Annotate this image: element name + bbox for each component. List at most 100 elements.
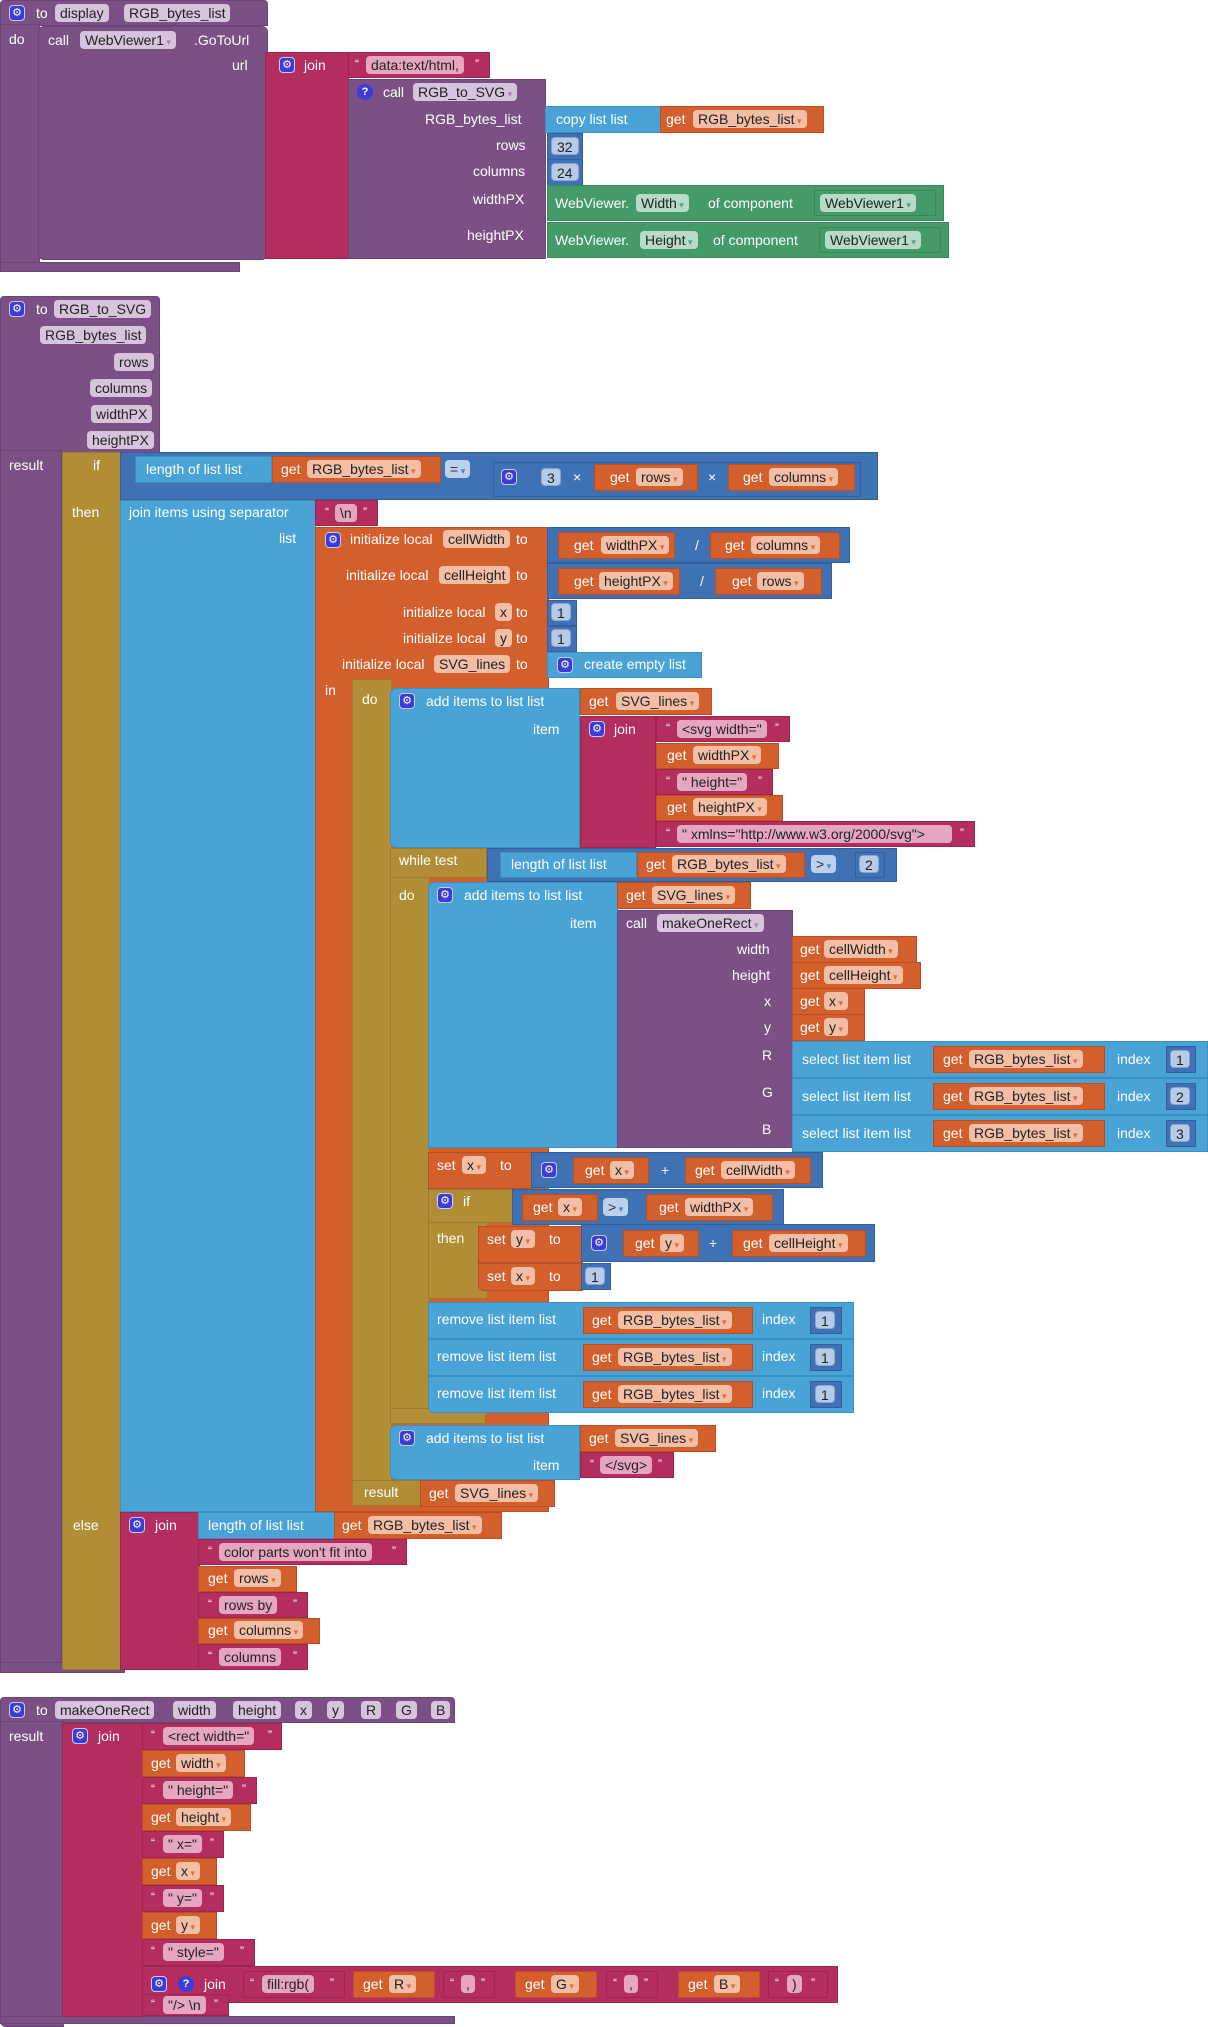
variable-dropdown[interactable]: RGB_bytes_list <box>618 1348 732 1366</box>
variable-dropdown[interactable]: y <box>660 1234 684 1252</box>
local-name-cellwidth[interactable]: cellWidth <box>443 530 510 548</box>
variable-dropdown[interactable]: RGB_bytes_list <box>307 460 421 478</box>
variable-dropdown[interactable]: RGB_bytes_list <box>618 1311 732 1329</box>
proc-dropdown[interactable]: makeOneRect <box>657 914 764 932</box>
variable-dropdown[interactable]: B <box>714 1975 740 1993</box>
gear-icon[interactable]: ⚙ <box>9 301 25 317</box>
property-dropdown[interactable]: Width <box>636 194 689 212</box>
local-name-x[interactable]: x <box>495 603 512 621</box>
index-one[interactable]: 1 <box>815 1311 835 1329</box>
operator-dropdown[interactable]: = <box>445 460 470 478</box>
variable-dropdown[interactable]: x <box>511 1267 535 1285</box>
index-two[interactable]: 2 <box>1170 1087 1190 1105</box>
xmlns-string[interactable]: " xmlns="http://www.w3.org/2000/svg"> <box>677 825 952 843</box>
variable-dropdown[interactable]: widthPX <box>685 1198 753 1216</box>
variable-dropdown[interactable]: cellWidth <box>721 1161 795 1179</box>
gear-icon[interactable]: ⚙ <box>437 887 453 903</box>
color-parts-string[interactable]: color parts won't fit into <box>219 1543 372 1561</box>
if-then-else-block[interactable] <box>62 452 122 1670</box>
param-heightpx[interactable]: heightPX <box>87 431 154 449</box>
variable-dropdown[interactable]: RGB_bytes_list <box>969 1124 1083 1142</box>
columns-value[interactable]: 24 <box>551 163 579 181</box>
join-block[interactable] <box>120 1512 200 1670</box>
variable-dropdown[interactable]: cellHeight <box>824 966 903 984</box>
gear-icon[interactable]: ⚙ <box>129 1517 145 1533</box>
gear-icon[interactable]: ⚙ <box>437 1193 453 1209</box>
svg-open-string[interactable]: <svg width=" <box>677 720 767 738</box>
variable-dropdown[interactable]: rows <box>234 1569 281 1587</box>
comma-string[interactable]: , <box>624 1975 638 1993</box>
variable-dropdown[interactable]: x <box>558 1198 582 1216</box>
param-y[interactable]: y <box>327 1701 344 1719</box>
gear-icon[interactable]: ⚙ <box>279 57 295 73</box>
component-dropdown[interactable]: WebViewer1 <box>825 231 921 249</box>
variable-dropdown[interactable]: G <box>551 1975 579 1993</box>
variable-dropdown[interactable]: y <box>511 1230 535 1248</box>
join-block[interactable] <box>62 1723 144 2017</box>
gear-icon[interactable]: ⚙ <box>557 657 573 673</box>
gear-icon[interactable]: ⚙ <box>399 693 415 709</box>
gear-icon[interactable]: ⚙ <box>589 721 605 737</box>
index-one[interactable]: 1 <box>815 1348 835 1366</box>
variable-dropdown[interactable]: columns <box>769 468 838 486</box>
y-attr-string[interactable]: " y=" <box>163 1889 202 1907</box>
param-columns[interactable]: columns <box>90 379 152 397</box>
param-x[interactable]: x <box>295 1701 312 1719</box>
join-block[interactable] <box>265 52 349 259</box>
procedure-name[interactable]: makeOneRect <box>55 1701 154 1719</box>
height-attr-string[interactable]: " height=" <box>677 773 747 791</box>
question-icon[interactable]: ? <box>357 84 373 100</box>
variable-dropdown[interactable]: y <box>176 1916 200 1934</box>
param-height[interactable]: height <box>233 1701 281 1719</box>
style-attr-string[interactable]: " style=" <box>163 1943 224 1961</box>
variable-dropdown[interactable]: R <box>389 1975 416 1993</box>
comma-string[interactable]: , <box>461 1975 475 1993</box>
variable-dropdown[interactable]: columns <box>234 1621 303 1639</box>
do-result-block[interactable] <box>352 679 392 1501</box>
separator-string[interactable]: \n <box>335 504 357 522</box>
index-one[interactable]: 1 <box>1170 1050 1190 1068</box>
gear-icon[interactable]: ⚙ <box>9 1702 25 1718</box>
gear-icon[interactable]: ⚙ <box>325 532 341 548</box>
variable-dropdown[interactable]: rows <box>636 468 683 486</box>
gear-icon[interactable]: ⚙ <box>399 1430 415 1446</box>
operator-dropdown[interactable]: > <box>603 1198 628 1216</box>
number-one[interactable]: 1 <box>585 1267 605 1285</box>
variable-dropdown[interactable]: y <box>824 1018 848 1036</box>
param-rows[interactable]: rows <box>114 353 154 371</box>
component-dropdown[interactable]: WebViewer1 <box>80 31 176 49</box>
param-b[interactable]: B <box>431 1701 450 1719</box>
variable-dropdown[interactable]: RGB_bytes_list <box>969 1050 1083 1068</box>
index-three[interactable]: 3 <box>1170 1124 1190 1142</box>
add-items-block[interactable] <box>390 688 580 848</box>
rows-value[interactable]: 32 <box>551 137 579 155</box>
number-one[interactable]: 1 <box>551 603 571 621</box>
procedure-rgb-to-svg[interactable] <box>0 296 160 453</box>
local-name-cellheight[interactable]: cellHeight <box>439 566 510 584</box>
property-dropdown[interactable]: Height <box>640 231 698 249</box>
operator-dropdown[interactable]: > <box>811 855 836 873</box>
gear-icon[interactable]: ⚙ <box>9 5 25 21</box>
columns-string[interactable]: columns <box>219 1648 281 1666</box>
variable-dropdown[interactable]: widthPX <box>601 536 669 554</box>
proc-dropdown[interactable]: RGB_to_SVG <box>413 83 517 101</box>
variable-dropdown[interactable]: heightPX <box>693 798 767 816</box>
variable-dropdown[interactable]: x <box>610 1161 634 1179</box>
variable-dropdown[interactable]: RGB_bytes_list <box>368 1516 482 1534</box>
index-one[interactable]: 1 <box>815 1385 835 1403</box>
number-three[interactable]: 3 <box>541 468 561 486</box>
variable-dropdown[interactable]: SVG_lines <box>616 692 699 710</box>
gear-icon[interactable]: ⚙ <box>72 1728 88 1744</box>
question-icon[interactable]: ? <box>178 1976 194 1992</box>
component-dropdown[interactable]: WebViewer1 <box>820 194 916 212</box>
gear-icon[interactable]: ⚙ <box>151 1976 167 1992</box>
local-name-y[interactable]: y <box>495 629 512 647</box>
param-rgb-bytes-list[interactable]: RGB_bytes_list <box>40 326 146 344</box>
fill-rgb-string[interactable]: fill:rgb( <box>262 1975 314 1993</box>
data-prefix-string[interactable]: data:text/html, <box>366 56 464 74</box>
variable-dropdown[interactable]: x <box>176 1862 200 1880</box>
variable-dropdown[interactable]: heightPX <box>599 572 673 590</box>
variable-dropdown[interactable]: x <box>462 1156 486 1174</box>
while-block[interactable] <box>390 848 430 1424</box>
rect-end-string[interactable]: "/> \n <box>163 1996 206 2014</box>
